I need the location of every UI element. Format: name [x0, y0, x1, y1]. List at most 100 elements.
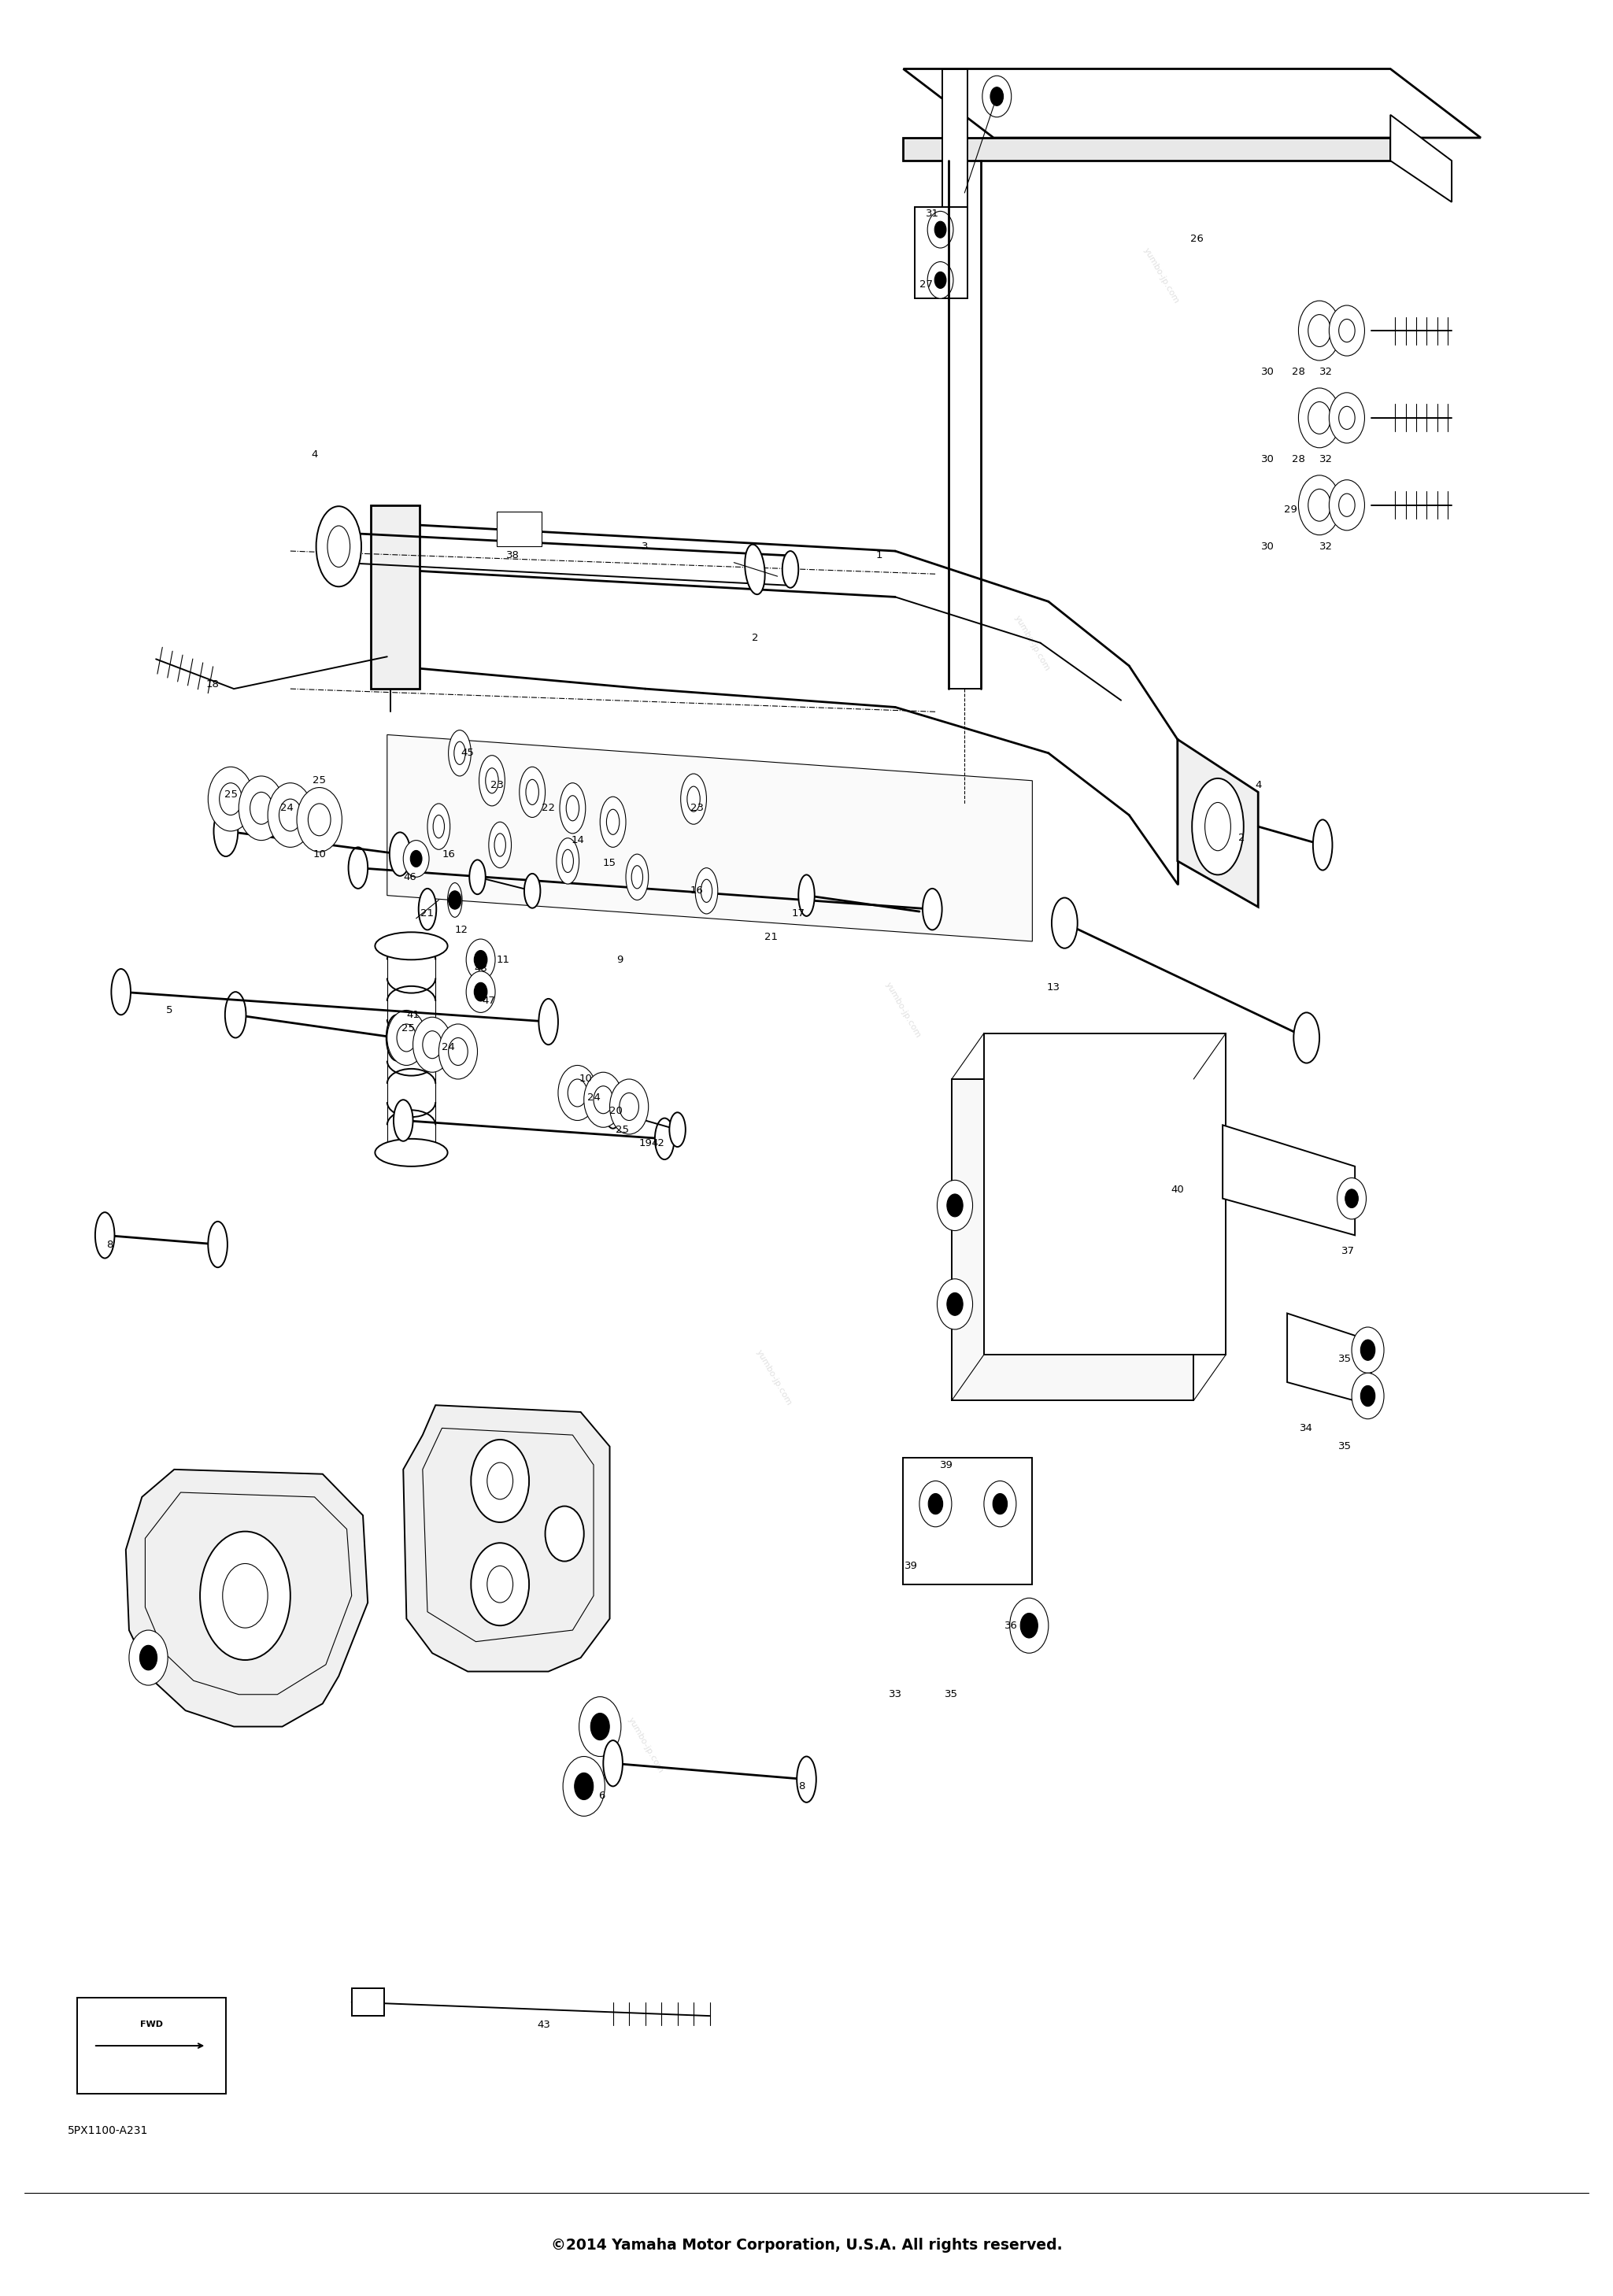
Text: 32: 32 [1319, 455, 1332, 464]
Ellipse shape [560, 783, 586, 833]
Circle shape [129, 1630, 168, 1685]
Circle shape [1361, 1384, 1374, 1405]
Polygon shape [903, 69, 1481, 138]
Ellipse shape [427, 804, 450, 850]
Circle shape [563, 1756, 605, 1816]
Text: 23: 23 [490, 781, 503, 790]
Ellipse shape [1313, 820, 1332, 870]
Bar [497, 512, 542, 546]
Circle shape [403, 840, 429, 877]
Circle shape [448, 891, 461, 909]
Text: 3: 3 [642, 542, 648, 551]
Circle shape [200, 1531, 290, 1660]
Ellipse shape [539, 999, 558, 1045]
Ellipse shape [95, 1212, 115, 1258]
Circle shape [466, 971, 495, 1013]
Text: 14: 14 [571, 836, 584, 845]
Circle shape [937, 1279, 973, 1329]
Text: 44: 44 [139, 1653, 152, 1662]
Text: 19: 19 [639, 1139, 652, 1148]
Ellipse shape [394, 1100, 413, 1141]
Text: 13: 13 [1047, 983, 1060, 992]
Ellipse shape [348, 847, 368, 889]
Circle shape [410, 850, 423, 868]
Ellipse shape [603, 1740, 623, 1786]
Text: 22: 22 [542, 804, 555, 813]
Text: yumbo-jp.com: yumbo-jp.com [1013, 613, 1052, 673]
Circle shape [584, 1072, 623, 1127]
Text: 25: 25 [402, 1024, 415, 1033]
Circle shape [947, 1194, 963, 1217]
Ellipse shape [1052, 898, 1077, 948]
Text: 6: 6 [598, 1791, 605, 1800]
Ellipse shape [519, 767, 545, 817]
Ellipse shape [213, 806, 239, 856]
Text: 18: 18 [206, 680, 219, 689]
Circle shape [558, 1065, 597, 1120]
Circle shape [982, 76, 1011, 117]
Circle shape [471, 1543, 529, 1626]
Circle shape [439, 1024, 477, 1079]
Ellipse shape [669, 1111, 686, 1146]
Text: 42: 42 [652, 1139, 665, 1148]
Text: yumbo-jp.com: yumbo-jp.com [1142, 246, 1181, 305]
Ellipse shape [556, 838, 579, 884]
Ellipse shape [374, 1139, 447, 1166]
Text: 39: 39 [940, 1460, 953, 1469]
Circle shape [387, 1010, 426, 1065]
Text: 21: 21 [421, 909, 434, 918]
Circle shape [208, 767, 253, 831]
Text: 24: 24 [442, 1042, 455, 1052]
Circle shape [1298, 475, 1340, 535]
Text: 7: 7 [598, 1717, 605, 1727]
Ellipse shape [655, 1118, 674, 1159]
Text: 28: 28 [1292, 455, 1305, 464]
Text: 4: 4 [311, 450, 318, 459]
Circle shape [1345, 1189, 1358, 1208]
Polygon shape [942, 69, 968, 298]
Circle shape [934, 271, 947, 289]
Circle shape [984, 1481, 1016, 1527]
Circle shape [545, 1506, 584, 1561]
Text: yumbo-jp.com: yumbo-jp.com [626, 1715, 665, 1775]
Text: 2: 2 [1239, 833, 1245, 843]
Bar [352, 1988, 384, 2016]
Ellipse shape [331, 528, 347, 565]
Text: 45: 45 [461, 748, 474, 758]
Text: 2: 2 [752, 634, 758, 643]
Ellipse shape [524, 872, 540, 907]
Text: 47: 47 [482, 996, 495, 1006]
Circle shape [929, 1495, 942, 1515]
Circle shape [471, 1440, 529, 1522]
Text: 25: 25 [224, 790, 237, 799]
Text: 46: 46 [403, 872, 416, 882]
Circle shape [1352, 1327, 1384, 1373]
Ellipse shape [419, 889, 436, 930]
Text: 25: 25 [313, 776, 326, 785]
Text: 30: 30 [1261, 367, 1274, 377]
Text: 26: 26 [1190, 234, 1203, 243]
Text: 21: 21 [765, 932, 777, 941]
Polygon shape [952, 1079, 1194, 1401]
Text: 43: 43 [537, 2020, 550, 2030]
Polygon shape [1177, 739, 1258, 907]
Bar [77, 1998, 226, 2094]
Circle shape [919, 1481, 952, 1527]
Circle shape [994, 1495, 1007, 1515]
Text: 30: 30 [1261, 542, 1274, 551]
Text: 32: 32 [1319, 542, 1332, 551]
Circle shape [413, 1017, 452, 1072]
Circle shape [590, 1713, 610, 1740]
Circle shape [937, 1180, 973, 1231]
Ellipse shape [479, 755, 505, 806]
Circle shape [1298, 301, 1340, 360]
Circle shape [927, 211, 953, 248]
Circle shape [610, 1079, 648, 1134]
Ellipse shape [923, 889, 942, 930]
Text: 4: 4 [1255, 781, 1261, 790]
Polygon shape [371, 505, 419, 689]
Text: 17: 17 [792, 909, 805, 918]
Text: ©2014 Yamaha Motor Corporation, U.S.A. All rights reserved.: ©2014 Yamaha Motor Corporation, U.S.A. A… [550, 2239, 1063, 2252]
Circle shape [297, 788, 342, 852]
Ellipse shape [798, 875, 815, 916]
